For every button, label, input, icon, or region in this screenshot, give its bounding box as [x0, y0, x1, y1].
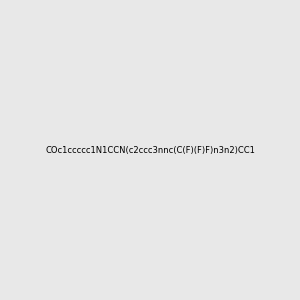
Text: COc1ccccc1N1CCN(c2ccc3nnc(C(F)(F)F)n3n2)CC1: COc1ccccc1N1CCN(c2ccc3nnc(C(F)(F)F)n3n2)…: [45, 146, 255, 154]
